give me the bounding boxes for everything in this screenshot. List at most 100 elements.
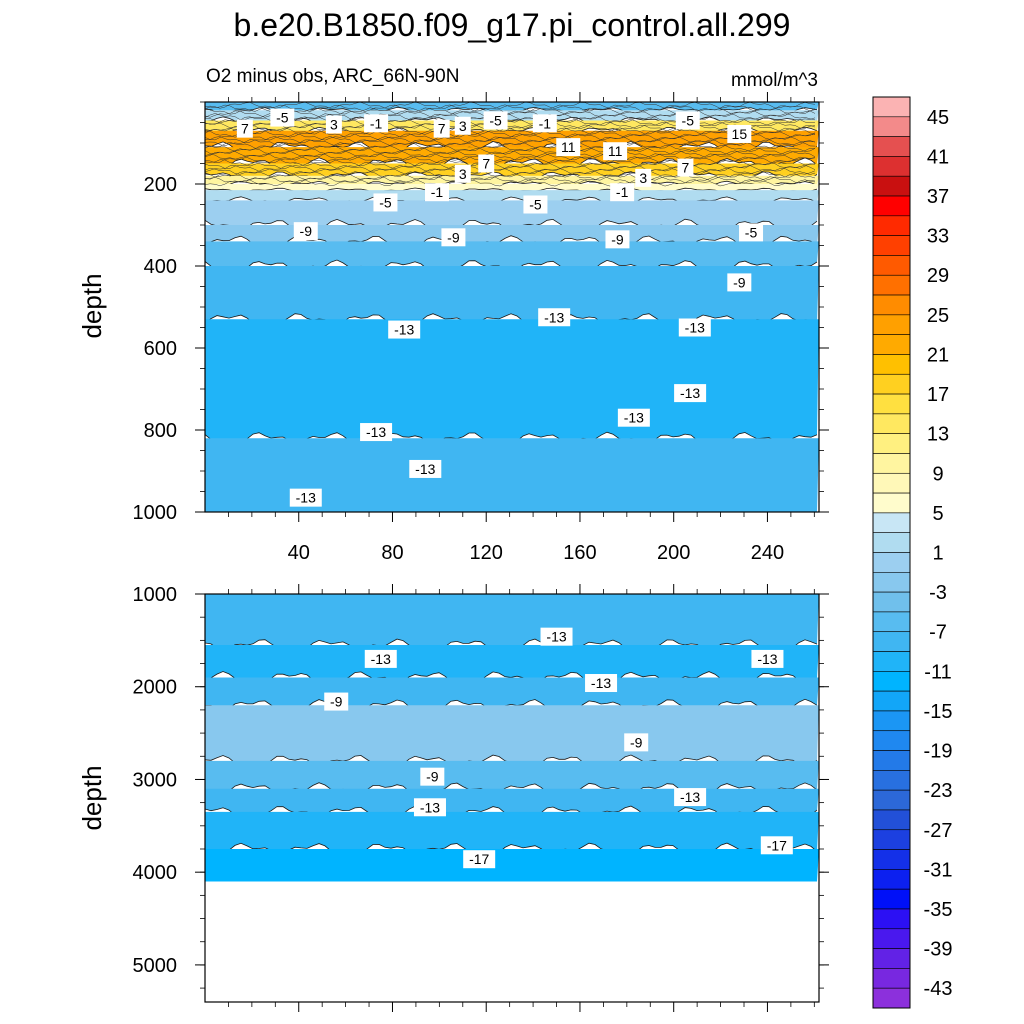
contour-label-box	[674, 384, 707, 403]
contour-label: 11	[603, 142, 628, 161]
contour-label-box	[360, 423, 393, 442]
colorbar-swatch	[872, 631, 911, 652]
y-tick-label: 1000	[133, 502, 178, 524]
contour-label: -1	[532, 114, 557, 133]
contour-label-text: -5	[745, 224, 758, 240]
colorbar-label: -35	[924, 899, 953, 921]
contour-label: 3	[454, 116, 471, 135]
colorbar-label: 33	[927, 226, 949, 248]
contour-label-box	[617, 408, 650, 427]
contour-label: -9	[420, 767, 445, 786]
colorbar-swatch	[872, 235, 911, 256]
contour-band	[205, 241, 819, 272]
colorbar-swatch	[872, 809, 911, 831]
contour-label-text: -13	[371, 651, 391, 667]
contour-label-box	[727, 273, 752, 292]
contour-line	[204, 116, 818, 125]
colorbar-swatch	[872, 433, 911, 454]
colorbar-swatch	[872, 770, 911, 791]
colorbar-swatch	[872, 453, 911, 474]
contour-label: -5	[270, 108, 295, 127]
bottom-contour-fill	[204, 594, 819, 1002]
contour-line	[204, 144, 816, 152]
contour-label-text: -13	[546, 629, 566, 645]
contour-band	[205, 438, 819, 512]
contour-label-text: -13	[624, 410, 644, 426]
contour-label-text: -1	[539, 115, 552, 131]
colorbar-swatch	[872, 373, 911, 395]
contour-label-box	[677, 158, 694, 177]
plot-frame	[204, 593, 820, 1003]
colorbar-label: -27	[924, 820, 953, 842]
contour-label: -5	[373, 193, 398, 212]
contour-band	[205, 788, 819, 818]
contour-label-box	[678, 318, 711, 337]
contour-label: 15	[727, 124, 752, 143]
contour-band	[205, 849, 819, 882]
contour-label-box	[409, 459, 442, 478]
contour-label-text: -1	[431, 184, 444, 200]
colorbar-swatch	[872, 869, 911, 890]
contour-label-text: -13	[680, 385, 700, 401]
colorbar-swatch	[872, 294, 911, 316]
colorbar-label: -43	[924, 978, 953, 1000]
contour-label-box	[674, 788, 707, 807]
contour-line	[204, 161, 816, 170]
colorbar-swatch	[872, 136, 911, 157]
top-panel: 40 80 120 160 200 240 200 400 600 800 1000 7 -5 3 -1 7…	[77, 92, 829, 564]
contour-label: -17	[760, 836, 793, 855]
contour-band	[205, 594, 819, 651]
colorbar-swatch	[872, 671, 911, 692]
contour-label-box	[483, 111, 508, 130]
contour-label-box	[454, 116, 471, 135]
colorbar-label: 1	[932, 543, 943, 565]
contour-label-text: -5	[379, 194, 392, 210]
colorbar-swatch	[872, 195, 911, 217]
contour-label: -9	[293, 222, 318, 241]
contour-label-box	[603, 142, 628, 161]
contour-label: 7	[478, 154, 495, 173]
colorbar-label: 45	[927, 107, 949, 129]
contour-label-text: -9	[300, 223, 313, 239]
colorbar-swatch	[872, 552, 911, 573]
colorbar-swatch	[872, 354, 911, 375]
contour-label-text: 7	[482, 156, 490, 172]
colorbar-swatch	[872, 908, 911, 930]
contour-label: -1	[364, 114, 389, 133]
colorbar-swatch	[872, 255, 911, 276]
contour-label-box	[635, 168, 652, 187]
contour-label-box	[675, 111, 700, 130]
contour-label-text: -9	[426, 769, 439, 785]
colorbar-swatch	[872, 651, 911, 672]
contour-label-box	[478, 154, 495, 173]
contour-label-box	[624, 733, 649, 752]
colorbar-label: 41	[927, 146, 949, 168]
contour-band	[205, 266, 819, 326]
contour-label: 7	[677, 158, 694, 177]
contour-label-box	[463, 850, 496, 869]
colorbar-swatch	[872, 710, 911, 732]
contour-label-text: -5	[682, 112, 695, 128]
contour-label-text: -13	[757, 651, 777, 667]
colorbar-swatch	[872, 532, 911, 553]
y-tick-label: 3000	[133, 769, 178, 791]
colorbar-label: 17	[927, 384, 949, 406]
contour-label: -9	[727, 273, 752, 292]
contour-label-text: -13	[680, 789, 700, 805]
contour-line	[204, 136, 816, 144]
contour-label-text: 7	[438, 121, 446, 137]
colorbar-label: 37	[927, 186, 949, 208]
contour-label-box	[413, 798, 446, 817]
colorbar-swatch	[872, 472, 911, 494]
contour-label-text: 3	[330, 117, 338, 133]
colorbar-swatch	[872, 175, 911, 197]
contour-label: -9	[624, 733, 649, 752]
contour-label-box	[751, 649, 784, 668]
x-tick-label: 120	[470, 542, 503, 564]
colorbar-label: -7	[929, 622, 947, 644]
contour-label-box	[364, 114, 389, 133]
contour-label-text: 7	[682, 160, 690, 176]
colorbar-swatch	[872, 314, 911, 335]
contour-label-text: 11	[561, 139, 576, 155]
contour-label-text: -5	[529, 197, 542, 213]
